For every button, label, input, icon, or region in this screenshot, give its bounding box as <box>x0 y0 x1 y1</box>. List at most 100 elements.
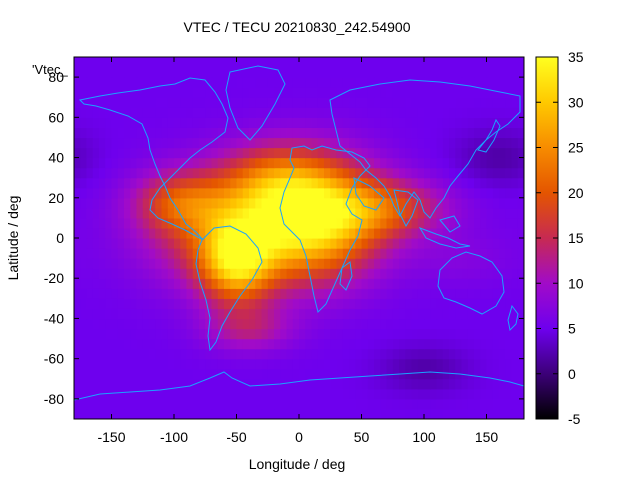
heatmap-cell <box>255 117 263 128</box>
heatmap-cell <box>405 57 413 68</box>
heatmap-cell <box>180 378 188 390</box>
heatmap-cell <box>286 147 294 159</box>
heatmap-cell <box>324 348 331 360</box>
heatmap-cell <box>180 398 188 410</box>
heatmap-cell <box>417 107 425 118</box>
heatmap-cell <box>392 358 400 370</box>
heatmap-cell <box>342 167 350 179</box>
heatmap-cell <box>261 177 269 189</box>
heatmap-cell <box>286 328 294 340</box>
heatmap-cell <box>292 278 300 289</box>
heatmap-cell <box>511 318 519 330</box>
heatmap-cell <box>436 207 444 219</box>
heatmap-cell <box>392 187 400 199</box>
heatmap-cell <box>449 67 456 78</box>
heatmap-cell <box>80 368 88 380</box>
heatmap-cell <box>211 77 219 88</box>
heatmap-cell <box>342 107 350 118</box>
heatmap-cell <box>399 57 406 68</box>
heatmap-cell <box>161 137 169 149</box>
heatmap-cell <box>130 127 138 139</box>
heatmap-cell <box>474 97 481 108</box>
heatmap-cell <box>280 167 288 179</box>
heatmap-cell <box>117 117 125 128</box>
heatmap-cell <box>111 107 119 118</box>
heatmap-cell <box>424 328 431 340</box>
heatmap-cell <box>292 107 300 118</box>
heatmap-cell <box>311 368 319 380</box>
heatmap-cell <box>330 258 338 269</box>
heatmap-cell <box>411 137 419 149</box>
heatmap-cell <box>492 147 500 159</box>
heatmap-cell <box>211 107 219 118</box>
heatmap-cell <box>180 358 188 370</box>
heatmap-cell <box>211 328 219 340</box>
heatmap-cell <box>411 348 419 360</box>
heatmap-cell <box>455 338 463 350</box>
heatmap-cell <box>292 308 300 320</box>
heatmap-cell <box>336 368 344 380</box>
heatmap-cell <box>92 77 100 88</box>
heatmap-cell <box>511 137 519 149</box>
heatmap-cell <box>305 368 313 380</box>
heatmap-cell <box>99 318 106 330</box>
heatmap-cell <box>424 248 431 259</box>
heatmap-cell <box>205 348 213 360</box>
heatmap-cell <box>499 298 506 309</box>
heatmap-cell <box>92 308 100 320</box>
heatmap-cell <box>274 217 281 229</box>
heatmap-cell <box>217 127 225 139</box>
heatmap-cell <box>361 408 369 419</box>
heatmap-cell <box>99 227 106 239</box>
heatmap-cell <box>361 187 369 199</box>
heatmap-cell <box>511 77 519 88</box>
heatmap-cell <box>236 258 244 269</box>
heatmap-cell <box>230 388 238 400</box>
heatmap-cell <box>499 117 506 128</box>
heatmap-cell <box>417 338 425 350</box>
heatmap-cell <box>467 408 475 419</box>
heatmap-cell <box>136 127 144 139</box>
heatmap-cell <box>205 167 213 179</box>
heatmap-cell <box>249 217 256 229</box>
heatmap-cell <box>261 298 269 309</box>
heatmap-cell <box>442 67 450 78</box>
heatmap-cell <box>186 217 194 229</box>
heatmap-cell <box>80 167 88 179</box>
heatmap-cell <box>480 298 488 309</box>
heatmap-cell <box>130 147 138 159</box>
heatmap-cell <box>217 107 225 118</box>
heatmap-cell <box>111 127 119 139</box>
heatmap-cell <box>86 338 94 350</box>
heatmap-cell <box>211 318 219 330</box>
heatmap-cell <box>311 147 319 159</box>
heatmap-cell <box>242 318 250 330</box>
heatmap-cell <box>517 298 524 309</box>
heatmap-cell <box>436 348 444 360</box>
heatmap-cell <box>117 157 125 169</box>
heatmap-cell <box>411 388 419 400</box>
heatmap-cell <box>192 308 200 320</box>
heatmap-cell <box>86 167 94 179</box>
heatmap-cell <box>211 227 219 239</box>
heatmap-cell <box>80 268 88 279</box>
heatmap-cell <box>517 238 524 249</box>
heatmap-cell <box>417 378 425 390</box>
heatmap-cell <box>374 368 381 380</box>
heatmap-cell <box>142 57 150 68</box>
y-tick-label: 20 <box>48 190 64 206</box>
heatmap-cell <box>461 248 469 259</box>
heatmap-cell <box>124 348 131 360</box>
heatmap-cell <box>99 137 106 149</box>
heatmap-cell <box>105 177 113 189</box>
heatmap-cell <box>105 217 113 229</box>
heatmap-cell <box>405 107 413 118</box>
heatmap-cell <box>174 398 181 410</box>
heatmap-cell <box>136 298 144 309</box>
heatmap-cell <box>255 97 263 108</box>
heatmap-cell <box>155 177 163 189</box>
heatmap-cell <box>299 137 306 149</box>
heatmap-cell <box>186 268 194 279</box>
heatmap-cell <box>217 207 225 219</box>
heatmap-cell <box>505 238 513 249</box>
